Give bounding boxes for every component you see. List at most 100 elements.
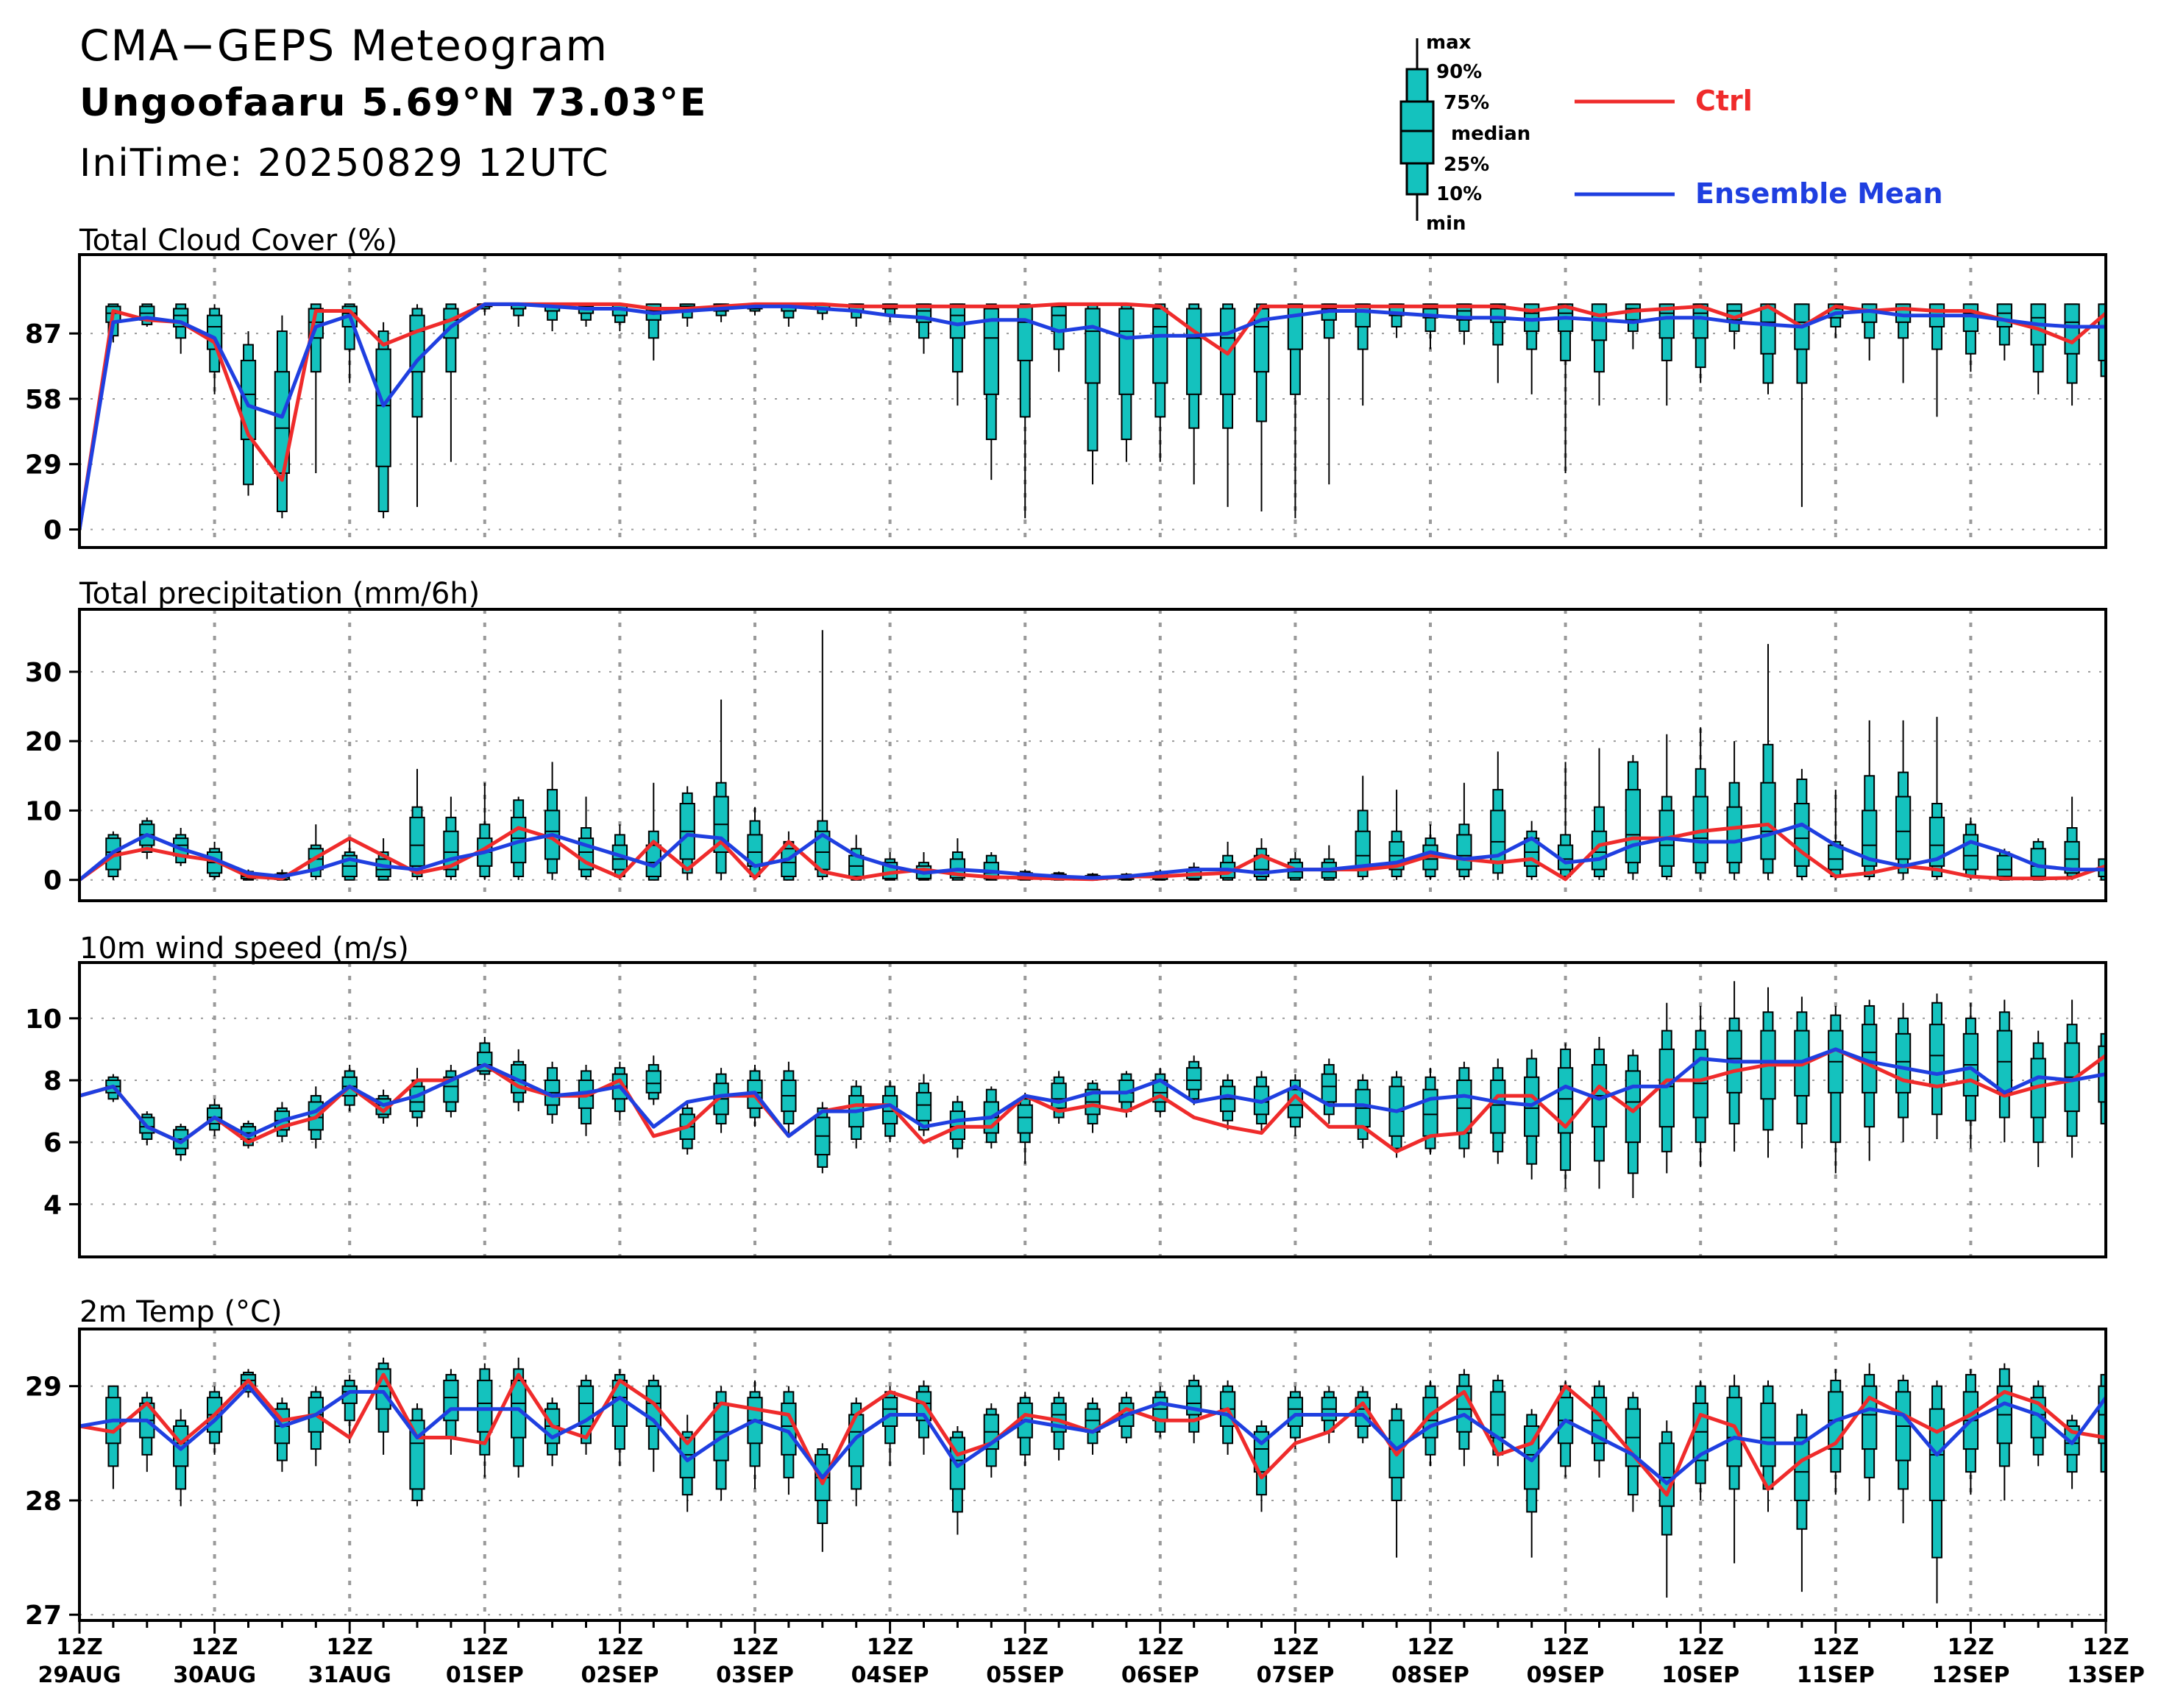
temp-box [679, 1414, 695, 1512]
temp-box [848, 1397, 865, 1506]
temp-box [1726, 1375, 1742, 1564]
wind-box-inner [1321, 1073, 1337, 1103]
cloud-box [1996, 303, 2012, 361]
wind-box [443, 1064, 459, 1118]
precip-box-inner [2064, 840, 2080, 874]
legend-max-label: max [1426, 32, 1472, 54]
cloud-box [2030, 303, 2046, 394]
wind-box [1692, 1005, 1708, 1167]
cloud-box [1760, 303, 1776, 394]
cloud-box [1287, 303, 1304, 519]
cloud-box [511, 303, 527, 327]
temp-box [1422, 1380, 1438, 1467]
wind-box [1928, 993, 1945, 1139]
precip-ytick-label: 30 [25, 658, 62, 688]
cloud-box [1017, 303, 1033, 519]
wind-ctrl-line [79, 1047, 2106, 1154]
wind-box [645, 1055, 661, 1105]
precip-panel: Total precipitation (mm/6h) 0 10 20 30 [25, 577, 2107, 902]
x-tick-hour-label: 12Z [2082, 1634, 2129, 1660]
wind-box [1862, 999, 1878, 1161]
wind-box-inner [1422, 1088, 1438, 1137]
precip-mean-line [79, 822, 2106, 882]
temp-box [409, 1403, 425, 1506]
x-tick-date-label: 13SEP [2067, 1662, 2145, 1688]
wind-box-inner [1557, 1067, 1574, 1134]
legend-min-label: min [1426, 213, 1466, 235]
wind-box [1287, 1074, 1304, 1136]
x-tick-hour-label: 12Z [1001, 1634, 1048, 1660]
cloud-box-inner [949, 303, 966, 339]
wind-box [915, 1074, 932, 1136]
wind-ytick-label: 6 [43, 1128, 62, 1158]
cloud-box [1422, 303, 1438, 350]
temp-box [815, 1443, 831, 1552]
cloud-box [1388, 303, 1405, 339]
precip-box [1321, 845, 1337, 881]
temp-ytick-label: 29 [25, 1372, 62, 1403]
wind-title: 10m wind speed (m/s) [79, 932, 409, 965]
cloud-box-inner [2098, 303, 2106, 361]
temp-box-inner [1794, 1436, 1810, 1501]
x-tick-date-label: 12SEP [1931, 1662, 2009, 1688]
cloud-box [1557, 303, 1574, 473]
cloud-panel: Total Cloud Cover (%) 0 29 58 87 [25, 224, 2107, 549]
temp-box [1794, 1408, 1810, 1592]
cloud-box [949, 303, 966, 406]
temp-box [1862, 1363, 1878, 1500]
temp-box-inner [1287, 1397, 1304, 1428]
precip-box-inner [1456, 834, 1472, 871]
x-tick-hour-label: 12Z [1948, 1634, 1995, 1660]
cloud-box [1456, 303, 1472, 345]
precip-box [1524, 821, 1540, 880]
cloud-box [1355, 303, 1371, 406]
legend-p25-label: 25% [1444, 154, 1489, 176]
cloud-box [139, 303, 155, 327]
wind-box [2030, 1030, 2046, 1167]
temp-box [1692, 1380, 1708, 1500]
temp-mean-line [79, 1384, 2106, 1486]
precip-box [409, 768, 425, 880]
wind-box [1996, 999, 2012, 1143]
temp-box [1591, 1380, 1608, 1478]
cloud-box-inner [1051, 305, 1067, 333]
x-tick-date-label: 29AUG [38, 1662, 121, 1688]
precip-box [1828, 790, 1844, 880]
legend-p10-label: 10% [1436, 183, 1482, 205]
x-tick-hour-label: 12Z [731, 1634, 778, 1660]
x-tick-date-label: 01SEP [446, 1662, 524, 1688]
temp-box [1017, 1392, 1033, 1467]
wind-mean-line [79, 1047, 2106, 1144]
cloud-box [173, 303, 189, 354]
wind-box [781, 1061, 797, 1136]
wind-box [1321, 1058, 1337, 1124]
cloud-box [1321, 303, 1337, 485]
cloud-box-inner [240, 359, 257, 441]
wind-box [1422, 1068, 1438, 1155]
cloud-box-inner [983, 308, 999, 395]
x-tick-date-label: 07SEP [1256, 1662, 1334, 1688]
wind-box [1152, 1068, 1168, 1118]
precip-box [713, 699, 729, 880]
cloud-title: Total Cloud Cover (%) [79, 224, 397, 258]
temp-box [611, 1369, 628, 1467]
temp-box [1658, 1420, 1675, 1598]
precip-box [915, 852, 932, 881]
precip-box [1658, 734, 1675, 880]
precip-ytick-label: 10 [25, 796, 62, 826]
cloud-box-inner [1524, 303, 1540, 333]
wind-box-inner [1051, 1082, 1067, 1109]
wind-frame [78, 961, 2107, 1258]
x-tick-date-label: 30AUG [173, 1662, 256, 1688]
cloud-box [1152, 303, 1168, 462]
wind-box [477, 1037, 493, 1080]
precip-box [1490, 751, 1506, 880]
cloud-box-inner [1287, 303, 1304, 350]
location-label: Ungoofaaru 5.69°N 73.03°E [79, 81, 708, 125]
wind-box [1895, 1002, 1912, 1143]
wind-ytick-label: 4 [43, 1190, 62, 1220]
temp-box [881, 1386, 898, 1467]
temp-box [105, 1385, 121, 1489]
temp-box-inner [1726, 1397, 1742, 1467]
wind-box-inner [915, 1091, 932, 1121]
